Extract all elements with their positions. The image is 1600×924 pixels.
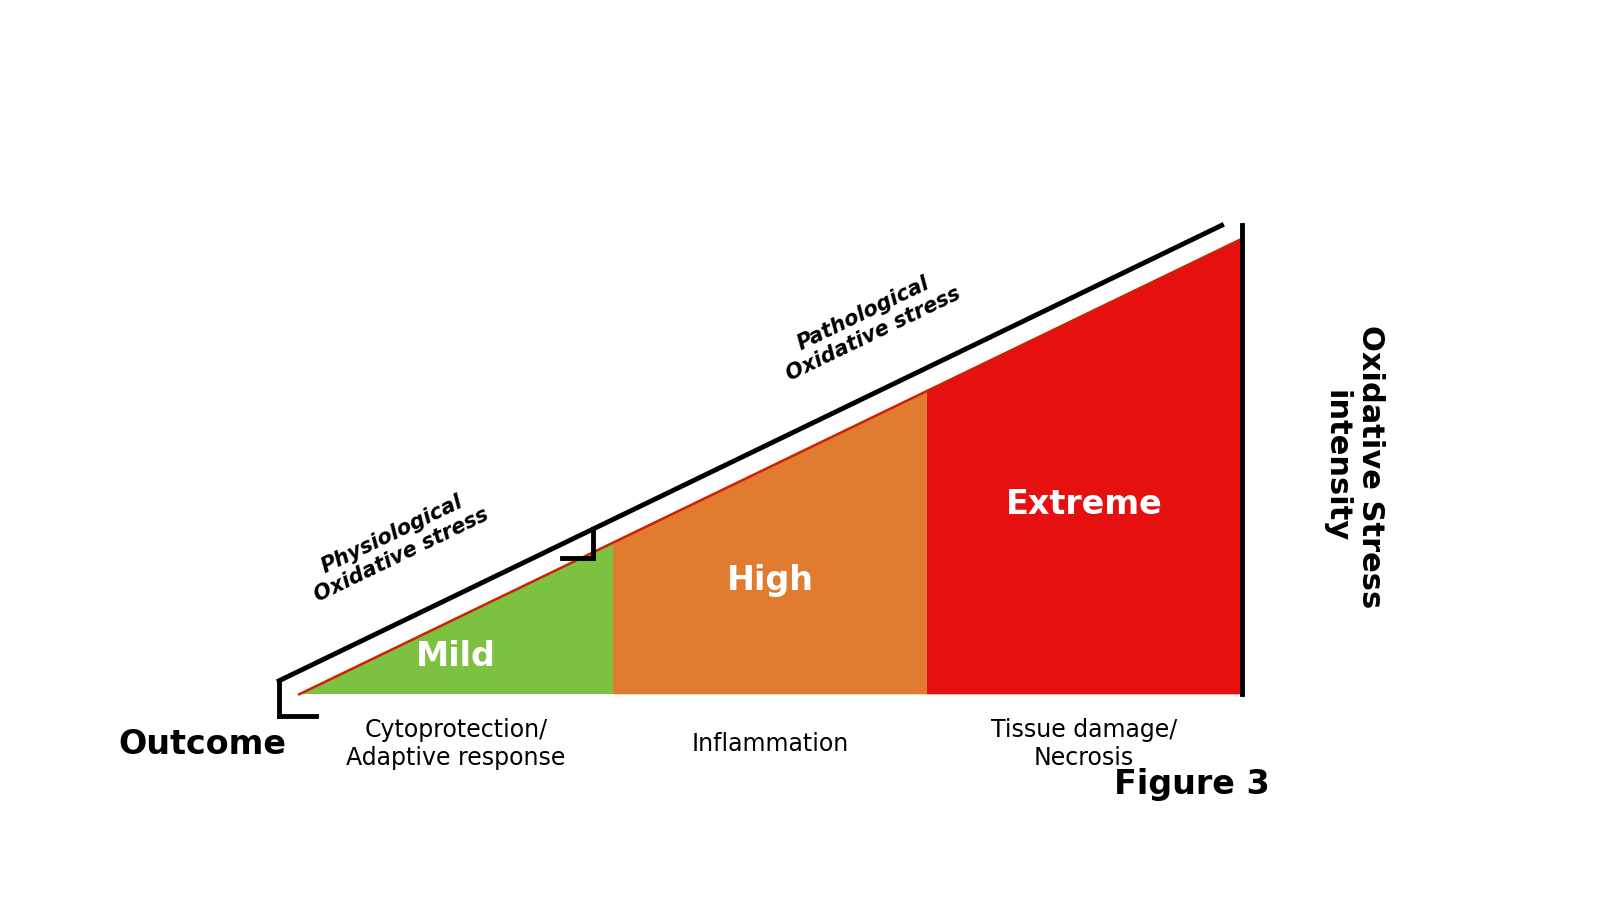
Text: Inflammation: Inflammation [691,732,848,756]
Polygon shape [613,391,926,694]
Text: Oxidative Stress
intensity: Oxidative Stress intensity [1322,325,1384,608]
Text: Tissue damage/
Necrosis: Tissue damage/ Necrosis [990,718,1178,770]
Text: High: High [726,564,813,597]
Text: Pathological
Oxidative stress: Pathological Oxidative stress [773,262,963,384]
Polygon shape [926,239,1242,694]
Text: Physiological
Oxidative stress: Physiological Oxidative stress [301,483,493,605]
Text: Outcome: Outcome [118,727,286,760]
Text: Mild: Mild [416,640,496,673]
Text: Figure 3: Figure 3 [1114,768,1270,801]
Text: Extreme: Extreme [1006,488,1163,521]
Polygon shape [299,542,613,694]
Text: Cytoprotection/
Adaptive response: Cytoprotection/ Adaptive response [347,718,566,770]
